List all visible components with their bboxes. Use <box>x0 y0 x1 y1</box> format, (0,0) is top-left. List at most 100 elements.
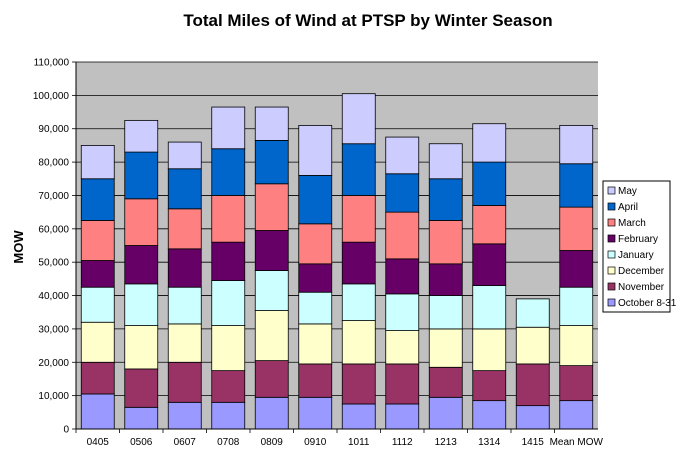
bar-segment-0708-november <box>211 370 246 403</box>
legend-label: December <box>618 266 665 277</box>
bar-segment-0405-november <box>80 361 115 395</box>
y-tick-label: 20,000 <box>38 358 69 369</box>
bar-segment-mean-mow-october-8-31 <box>559 400 594 430</box>
legend-swatch <box>607 218 616 227</box>
y-tick-label: 90,000 <box>38 124 69 135</box>
bar-segment-0910-january <box>298 291 333 325</box>
bar-segment-mean-mow-january <box>559 286 594 326</box>
bar-segment-0607-october-8-31 <box>167 401 202 430</box>
y-tick-label: 0 <box>63 425 69 436</box>
bar-segment-1314-february <box>472 243 507 286</box>
y-tick-label: 10,000 <box>38 391 69 402</box>
bar-segment-1112-april <box>385 173 420 213</box>
bar-segment-0506-april <box>124 151 159 200</box>
bar-segment-1415-october-8-31 <box>515 405 550 430</box>
bar-segment-1112-december <box>385 330 420 365</box>
bar-segment-mean-mow-december <box>559 325 594 367</box>
legend-label: April <box>618 202 638 213</box>
bar-segment-1314-january <box>472 285 507 330</box>
bar-segment-0809-february <box>254 230 289 271</box>
x-tick-label: 0910 <box>304 437 327 448</box>
bar-segment-1112-october-8-31 <box>385 403 420 430</box>
chart-title: Total Miles of Wind at PTSP by Winter Se… <box>183 11 552 30</box>
bar-segment-1213-may <box>428 143 463 180</box>
bar-segment-mean-mow-april <box>559 163 594 208</box>
bar-segment-1011-may <box>341 93 376 145</box>
bar-segment-0708-february <box>211 241 246 281</box>
legend-swatch <box>607 234 616 243</box>
bar-segment-1415-december <box>515 326 550 365</box>
bar-segment-1213-march <box>428 220 463 265</box>
bar-segment-0607-december <box>167 323 202 363</box>
bar-segment-1011-november <box>341 363 376 405</box>
x-tick-label: Mean MOW <box>550 437 604 448</box>
bar-segment-0405-may <box>80 145 115 180</box>
bar-segment-0708-march <box>211 195 246 243</box>
bar-segment-1213-february <box>428 263 463 296</box>
bar-segment-0809-december <box>254 310 289 362</box>
bar-segment-0910-february <box>298 263 333 293</box>
legend-label: March <box>618 218 646 229</box>
plot-area <box>76 62 598 429</box>
bar-segment-1112-january <box>385 293 420 331</box>
bar-segment-0506-october-8-31 <box>124 406 159 430</box>
x-tick-label: 1011 <box>348 437 370 448</box>
bar-segment-0708-october-8-31 <box>211 401 246 430</box>
bar-segment-0910-december <box>298 323 333 365</box>
bar-segment-mean-mow-november <box>559 365 594 402</box>
gridlines <box>76 61 598 397</box>
legend-swatch <box>607 250 616 259</box>
bar-segment-0506-november <box>124 368 159 408</box>
bar-segment-0405-december <box>80 321 115 363</box>
bar-segment-1314-may <box>472 123 507 163</box>
bars <box>80 93 594 430</box>
bar-segment-0708-january <box>211 280 246 326</box>
y-tick-label: 50,000 <box>38 258 69 269</box>
bar-segment-0910-march <box>298 223 333 265</box>
bar-segment-1112-november <box>385 363 420 405</box>
y-tick-label: 80,000 <box>38 158 69 169</box>
x-tick-label: 1415 <box>522 437 545 448</box>
bar-segment-0809-january <box>254 270 289 311</box>
bar-segment-0506-may <box>124 119 159 153</box>
bar-segment-1011-january <box>341 283 376 321</box>
bar-segment-1314-march <box>472 205 507 245</box>
bar-segment-0910-november <box>298 363 333 398</box>
bar-segment-0506-january <box>124 283 159 326</box>
bar-segment-1112-february <box>385 258 420 295</box>
bar-segment-0607-february <box>167 248 202 288</box>
bar-segment-1314-december <box>472 328 507 372</box>
bar-segment-1415-november <box>515 363 550 407</box>
legend-label: November <box>618 282 665 293</box>
bar-segment-0607-january <box>167 286 202 325</box>
bar-segment-0809-march <box>254 183 289 231</box>
bar-segment-0607-november <box>167 361 202 403</box>
bar-segment-1011-december <box>341 320 376 365</box>
bar-segment-1112-may <box>385 136 420 175</box>
bar-segment-1213-april <box>428 178 463 221</box>
x-tick-label: 0809 <box>261 437 284 448</box>
bar-segment-1213-october-8-31 <box>428 396 463 430</box>
bar-segment-1314-october-8-31 <box>472 400 507 430</box>
bar-segment-0405-february <box>80 260 115 288</box>
bar-segment-1314-april <box>472 161 507 206</box>
bar-segment-mean-mow-february <box>559 250 594 288</box>
legend-swatch <box>607 282 616 291</box>
y-tick-label: 70,000 <box>38 191 69 202</box>
bar-segment-1415-january <box>515 298 550 328</box>
bar-segment-0506-december <box>124 325 159 370</box>
bar-segment-0910-october-8-31 <box>298 396 333 430</box>
legend: May April March February January December Nove… <box>602 180 676 313</box>
bar-segment-1112-march <box>385 211 420 260</box>
bar-segment-1213-december <box>428 328 463 368</box>
legend-label: October 8-31 <box>618 298 676 309</box>
bar-segment-1011-february <box>341 241 376 285</box>
x-tick-label: 1213 <box>435 437 458 448</box>
x-tick-label: 0506 <box>130 437 153 448</box>
bar-segment-0607-may <box>167 141 202 170</box>
x-tick-labels: 0405 0506 0607 0708 0809 0910 1011 1112 1213 1314… <box>75 429 604 448</box>
bar-segment-0708-may <box>211 106 246 150</box>
legend-label: May <box>618 186 637 197</box>
bar-segment-0809-november <box>254 360 289 398</box>
bar-segment-mean-mow-march <box>559 206 594 251</box>
